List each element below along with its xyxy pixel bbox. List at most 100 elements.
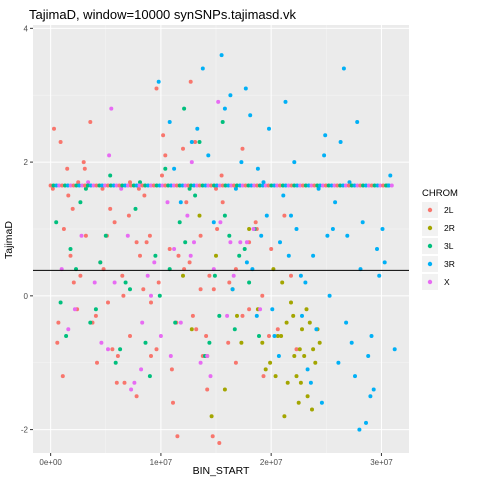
data-point-3R: [228, 93, 233, 98]
data-point-3L: [88, 320, 93, 325]
data-point-2L: [300, 183, 305, 188]
data-point-3L: [217, 313, 222, 318]
data-point-2R: [279, 334, 284, 338]
data-point-3R: [327, 293, 332, 298]
data-point-2L: [144, 240, 149, 245]
data-point-X: [132, 380, 137, 385]
data-point-2L: [240, 313, 245, 318]
data-point-X: [92, 280, 97, 285]
data-point-3R: [375, 247, 379, 251]
data-point-3L: [133, 206, 138, 211]
x-axis-ticks: 0e+00 1e+07 2e+07 3e+07: [39, 453, 393, 467]
data-point-3L: [68, 247, 73, 251]
data-point-2L: [122, 380, 127, 385]
data-point-3L: [113, 360, 118, 365]
data-point-3R: [322, 153, 327, 158]
data-point-3R: [226, 183, 231, 188]
data-point-X: [228, 240, 233, 245]
data-point-3R: [283, 183, 288, 188]
data-point-X: [238, 240, 243, 245]
data-point-3L: [103, 233, 108, 238]
data-point-2R: [284, 320, 289, 325]
data-point-X: [286, 183, 291, 188]
data-point-X: [139, 367, 144, 372]
data-point-3L: [51, 183, 56, 188]
data-point-X: [244, 240, 249, 245]
data-point-2L: [188, 79, 193, 84]
data-point-3R: [157, 183, 162, 188]
data-point-2L: [176, 253, 181, 258]
data-point-2L: [181, 146, 185, 151]
data-point-3L: [269, 183, 274, 188]
data-point-3R: [380, 227, 385, 231]
data-point-3L: [163, 166, 168, 171]
data-point-2L: [289, 183, 294, 188]
data-point-X: [332, 183, 337, 188]
data-point-2R: [311, 347, 316, 352]
data-point-3R: [276, 354, 281, 358]
data-point-3R: [270, 307, 275, 312]
data-point-3R: [261, 180, 266, 185]
y-tick-label: 0: [24, 292, 29, 301]
data-point-3R: [54, 183, 59, 188]
data-point-3R: [134, 183, 139, 188]
data-point-3L: [83, 186, 88, 191]
data-point-2R: [313, 360, 318, 365]
data-point-2L: [261, 374, 266, 379]
data-point-2L: [128, 334, 132, 338]
data-point-2L: [55, 340, 60, 345]
data-point-3L: [372, 183, 377, 188]
data-point-2L: [211, 287, 216, 292]
data-point-2L: [253, 220, 258, 225]
data-point-X: [112, 280, 117, 285]
data-point-3L: [247, 280, 252, 285]
data-point-3L: [361, 183, 366, 188]
data-point-3L: [246, 183, 251, 188]
data-point-X: [206, 183, 211, 188]
data-point-X: [72, 307, 77, 312]
data-point-3L: [98, 260, 103, 265]
data-point-3L: [384, 183, 389, 188]
data-point-X: [91, 183, 96, 188]
data-point-3R: [214, 183, 219, 188]
data-point-2R: [305, 394, 310, 399]
data-point-2L: [71, 280, 76, 285]
data-point-2L: [154, 347, 159, 352]
data-point-2L: [194, 327, 199, 332]
data-point-2L: [197, 183, 202, 188]
data-point-3L: [223, 183, 228, 188]
data-point-3R: [278, 240, 282, 245]
data-point-2R: [260, 340, 265, 345]
data-point-3R: [369, 334, 374, 338]
data-point-2R: [181, 273, 185, 278]
data-point-3L: [143, 183, 148, 188]
data-point-2R: [292, 354, 297, 358]
data-point-2L: [198, 287, 203, 292]
legend: CHROM 2L 2R 3L 3R X: [422, 188, 458, 290]
data-point-2L: [186, 183, 191, 188]
data-point-2L: [110, 347, 115, 352]
data-point-3R: [180, 183, 185, 188]
y-axis-ticks: -2 0 2 4: [21, 24, 33, 435]
data-point-3R: [88, 183, 93, 188]
data-point-2R: [268, 360, 273, 365]
data-point-3R: [286, 253, 291, 258]
data-point-2L: [243, 183, 248, 188]
data-point-X: [252, 183, 257, 188]
data-point-3R: [264, 213, 269, 218]
data-point-2L: [134, 240, 139, 245]
data-point-2L: [381, 183, 386, 188]
data-point-3R: [368, 394, 373, 399]
data-point-2R: [282, 414, 287, 419]
data-point-3L: [120, 183, 125, 188]
data-point-3L: [349, 183, 354, 188]
data-point-3L: [183, 240, 188, 245]
data-point-2L: [121, 293, 126, 298]
data-point-3L: [108, 173, 113, 178]
data-point-3R: [323, 133, 328, 138]
data-point-3L: [197, 140, 202, 144]
data-point-2L: [81, 160, 86, 165]
data-point-3R: [111, 183, 116, 188]
data-point-3L: [280, 183, 285, 188]
legend-title: CHROM: [422, 188, 458, 199]
